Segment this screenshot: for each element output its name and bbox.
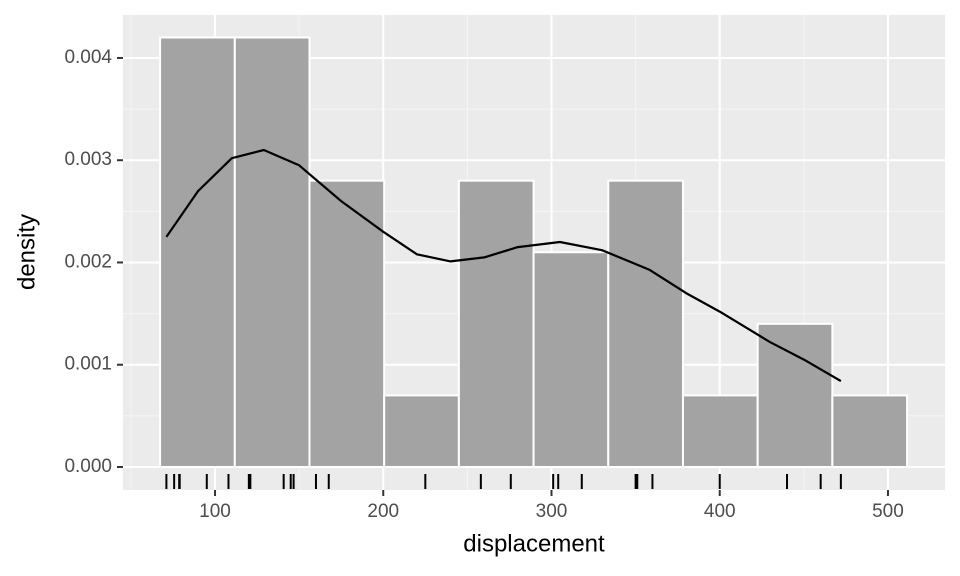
bar: [831, 394, 909, 468]
y-axis-title: density: [13, 214, 40, 290]
bar: [756, 322, 834, 468]
bar: [159, 36, 236, 468]
bar: [233, 36, 311, 468]
y-tick-label: 0.001: [64, 354, 112, 375]
x-tick-label: 500: [872, 501, 904, 522]
bar: [383, 394, 460, 468]
x-tick-label: 300: [536, 501, 568, 522]
bar: [308, 179, 386, 468]
x-tick-label: 100: [199, 501, 231, 522]
bar: [607, 179, 684, 468]
density-line: [165, 148, 842, 383]
bar: [457, 179, 535, 468]
bar: [681, 394, 759, 468]
x-tick-label: 200: [367, 501, 399, 522]
x-tick-label: 400: [704, 501, 736, 522]
y-tick-label: 0.004: [64, 47, 112, 68]
y-tick-label: 0.000: [64, 456, 112, 477]
bar: [532, 251, 610, 468]
x-axis-title: displacement: [463, 530, 605, 557]
y-tick-label: 0.003: [64, 149, 112, 170]
y-tick-label: 0.002: [64, 251, 112, 272]
